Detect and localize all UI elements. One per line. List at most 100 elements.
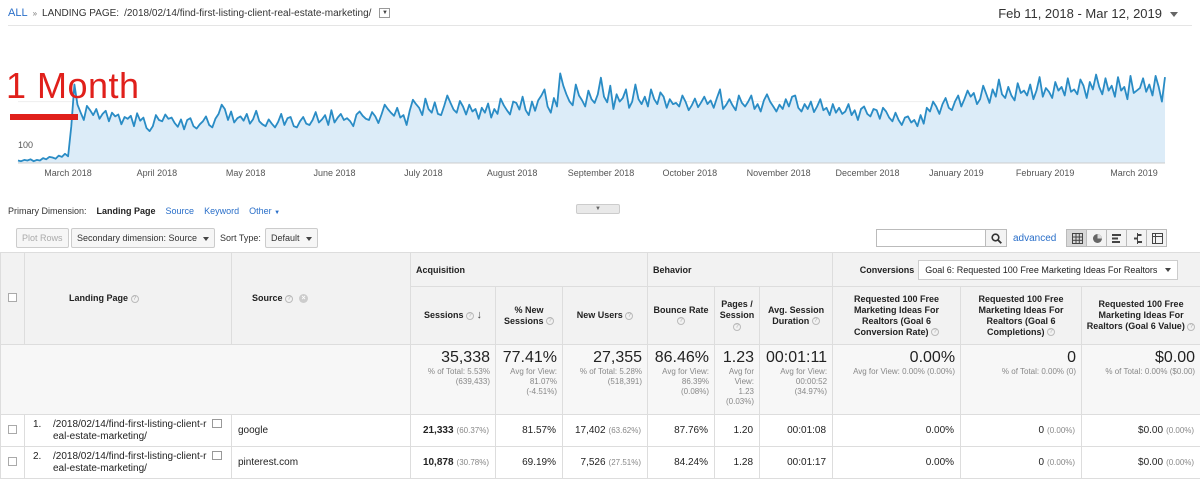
- help-icon[interactable]: ?: [1047, 328, 1056, 337]
- date-range-picker[interactable]: Feb 11, 2018 - Mar 12, 2019: [998, 6, 1178, 21]
- row-checkbox[interactable]: [8, 424, 17, 434]
- x-axis-tick-label: March 2019: [1110, 168, 1158, 178]
- goal-value-header[interactable]: Requested 100 Free Marketing Ideas For R…: [1081, 286, 1200, 345]
- chart-collapse-handle[interactable]: ▼: [576, 204, 620, 214]
- select-all-checkbox[interactable]: [8, 292, 17, 302]
- chevron-down-icon: ▼: [274, 210, 281, 216]
- goal-value-value: $0.00: [1138, 457, 1164, 468]
- sort-type-select[interactable]: Default: [265, 228, 318, 248]
- help-icon[interactable]: ?: [130, 294, 139, 303]
- new-users-value: 17,402: [574, 425, 606, 436]
- totals-goal-value-value: $0.00: [1155, 349, 1196, 366]
- goal-select[interactable]: Goal 6: Requested 100 Free Marketing Ide…: [918, 259, 1179, 280]
- sessions-pct: (30.78%): [456, 458, 489, 467]
- help-icon[interactable]: ?: [546, 317, 555, 326]
- search-button[interactable]: [985, 229, 1007, 247]
- data-view-button[interactable]: [1066, 229, 1087, 247]
- totals-pages-session-sub: Avg for View: 1.23 (0.03%): [726, 367, 755, 406]
- new-users-header-label: New Users: [576, 310, 623, 320]
- help-icon[interactable]: ?: [931, 328, 940, 337]
- help-icon[interactable]: ?: [677, 317, 686, 326]
- sessions-header-label: Sessions: [423, 310, 464, 320]
- help-icon[interactable]: ?: [466, 311, 475, 320]
- primary-dimension-label: Primary Dimension:: [8, 206, 87, 216]
- pivot-view-button[interactable]: [1146, 229, 1167, 247]
- pages-session-header[interactable]: Pages / Session?: [714, 286, 761, 345]
- landing-page-link[interactable]: /2018/02/14/find-first-listing-client-re…: [53, 450, 207, 474]
- advanced-filter-link[interactable]: advanced: [1013, 233, 1057, 244]
- help-icon[interactable]: ?: [733, 322, 742, 331]
- comparison-view-button[interactable]: [1126, 229, 1147, 247]
- comparison-icon: [1134, 233, 1142, 244]
- new-users-pct: (27.51%): [608, 458, 642, 467]
- open-page-icon[interactable]: [212, 419, 222, 429]
- x-axis-tick-label: May 2018: [226, 168, 266, 178]
- new-sessions-cell: 81.57%: [495, 414, 563, 447]
- sessions-pct: (60.37%): [456, 426, 489, 435]
- goal-completions-header[interactable]: Requested 100 Free Marketing Ideas For R…: [960, 286, 1083, 345]
- open-page-icon[interactable]: [212, 451, 222, 461]
- table-toolbar: Plot Rows Secondary dimension: Source So…: [0, 226, 1200, 252]
- totals-goal-value: $0.00% of Total: 0.00% ($0.00): [1081, 344, 1200, 415]
- totals-goal-value-sub: % of Total: 0.00% ($0.00): [1105, 367, 1196, 376]
- y-axis-tick-label: 100: [18, 140, 34, 150]
- breadcrumb-all-link[interactable]: ALL: [8, 7, 28, 19]
- pages-session-cell: 1.20: [714, 414, 761, 447]
- avg-duration-header-label: Avg. Session Duration: [767, 304, 825, 326]
- source-header[interactable]: Source ? ×: [231, 252, 411, 345]
- goal-value-value: $0.00: [1138, 425, 1164, 436]
- help-icon[interactable]: ?: [811, 317, 820, 326]
- performance-view-button[interactable]: [1106, 229, 1127, 247]
- sessions-chart-svg: March 2018 April 2018 May 2018 June 2018 Jul…: [17, 72, 1166, 178]
- help-icon[interactable]: ?: [1187, 322, 1196, 331]
- dimension-source[interactable]: Source: [165, 206, 195, 216]
- sessions-header[interactable]: Sessions ? ↓: [410, 286, 496, 345]
- avg-duration-cell: 00:01:08: [759, 414, 834, 447]
- view-switcher: [1066, 229, 1167, 247]
- table-search-input[interactable]: [876, 229, 986, 247]
- sessions-area: [18, 73, 1165, 163]
- dimension-landing-page[interactable]: Landing Page: [96, 206, 156, 216]
- totals-new-sessions-sub: Avg for View: 81.07% (-4.51%): [510, 367, 557, 396]
- totals-bounce-rate-sub: Avg for View: 86.39% (0.08%): [662, 367, 710, 396]
- avg-duration-header[interactable]: Avg. Session Duration ?: [759, 286, 834, 345]
- x-axis-tick-label: July 2018: [404, 168, 443, 178]
- x-axis-tick-label: April 2018: [137, 168, 178, 178]
- landing-page-link[interactable]: /2018/02/14/find-first-listing-client-re…: [53, 418, 207, 442]
- totals-goal-completions-value: 0: [1067, 349, 1077, 366]
- row-checkbox-cell: [0, 414, 25, 447]
- chevron-down-icon[interactable]: ▼: [379, 8, 391, 18]
- landing-page-header[interactable]: Landing Page ?: [24, 252, 232, 345]
- new-sessions-header[interactable]: % New Sessions ?: [495, 286, 563, 345]
- select-all-cell: [0, 252, 25, 345]
- percentage-view-button[interactable]: [1086, 229, 1107, 247]
- behavior-group-header: Behavior: [647, 252, 834, 287]
- goal-value-pct: (0.00%): [1166, 426, 1195, 435]
- totals-goal-rate-sub: Avg for View: 0.00% (0.00%): [853, 367, 956, 376]
- x-axis-tick-label: June 2018: [313, 168, 355, 178]
- secondary-dimension-select[interactable]: Secondary dimension: Source: [71, 228, 216, 248]
- column-header-row: Sessions ? ↓ % New Sessions ? New Users …: [1, 286, 1200, 345]
- one-month-annotation-bar: [10, 114, 78, 120]
- source-cell[interactable]: pinterest.com: [231, 446, 411, 479]
- totals-row: 35,338% of Total: 5.53% (639,433) 77.41%…: [0, 344, 1200, 415]
- chevron-down-icon: [305, 236, 312, 241]
- sessions-line: [17, 72, 1166, 163]
- sort-type-value: Default: [271, 233, 300, 243]
- chevron-down-icon: [1165, 268, 1172, 273]
- help-icon[interactable]: ?: [625, 311, 634, 320]
- goal-select-label: Goal 6: Requested 100 Free Marketing Ide…: [925, 264, 1158, 275]
- help-icon[interactable]: ?: [285, 294, 294, 303]
- dimension-keyword[interactable]: Keyword: [204, 206, 240, 216]
- new-users-header[interactable]: New Users ?: [561, 286, 649, 345]
- remove-dimension-icon[interactable]: ×: [299, 294, 309, 304]
- dimension-other[interactable]: Other ▼: [249, 206, 280, 216]
- row-checkbox[interactable]: [8, 456, 17, 466]
- goal-rate-header[interactable]: Requested 100 Free Marketing Ideas For R…: [832, 286, 962, 345]
- bounce-rate-header[interactable]: Bounce Rate?: [647, 286, 716, 345]
- new-sessions-cell: 69.19%: [495, 446, 563, 479]
- plot-rows-button[interactable]: Plot Rows: [16, 228, 69, 248]
- source-cell[interactable]: google: [231, 414, 411, 447]
- goal-completions-value: 0: [1038, 425, 1045, 436]
- x-axis-tick-label: August 2018: [487, 168, 538, 178]
